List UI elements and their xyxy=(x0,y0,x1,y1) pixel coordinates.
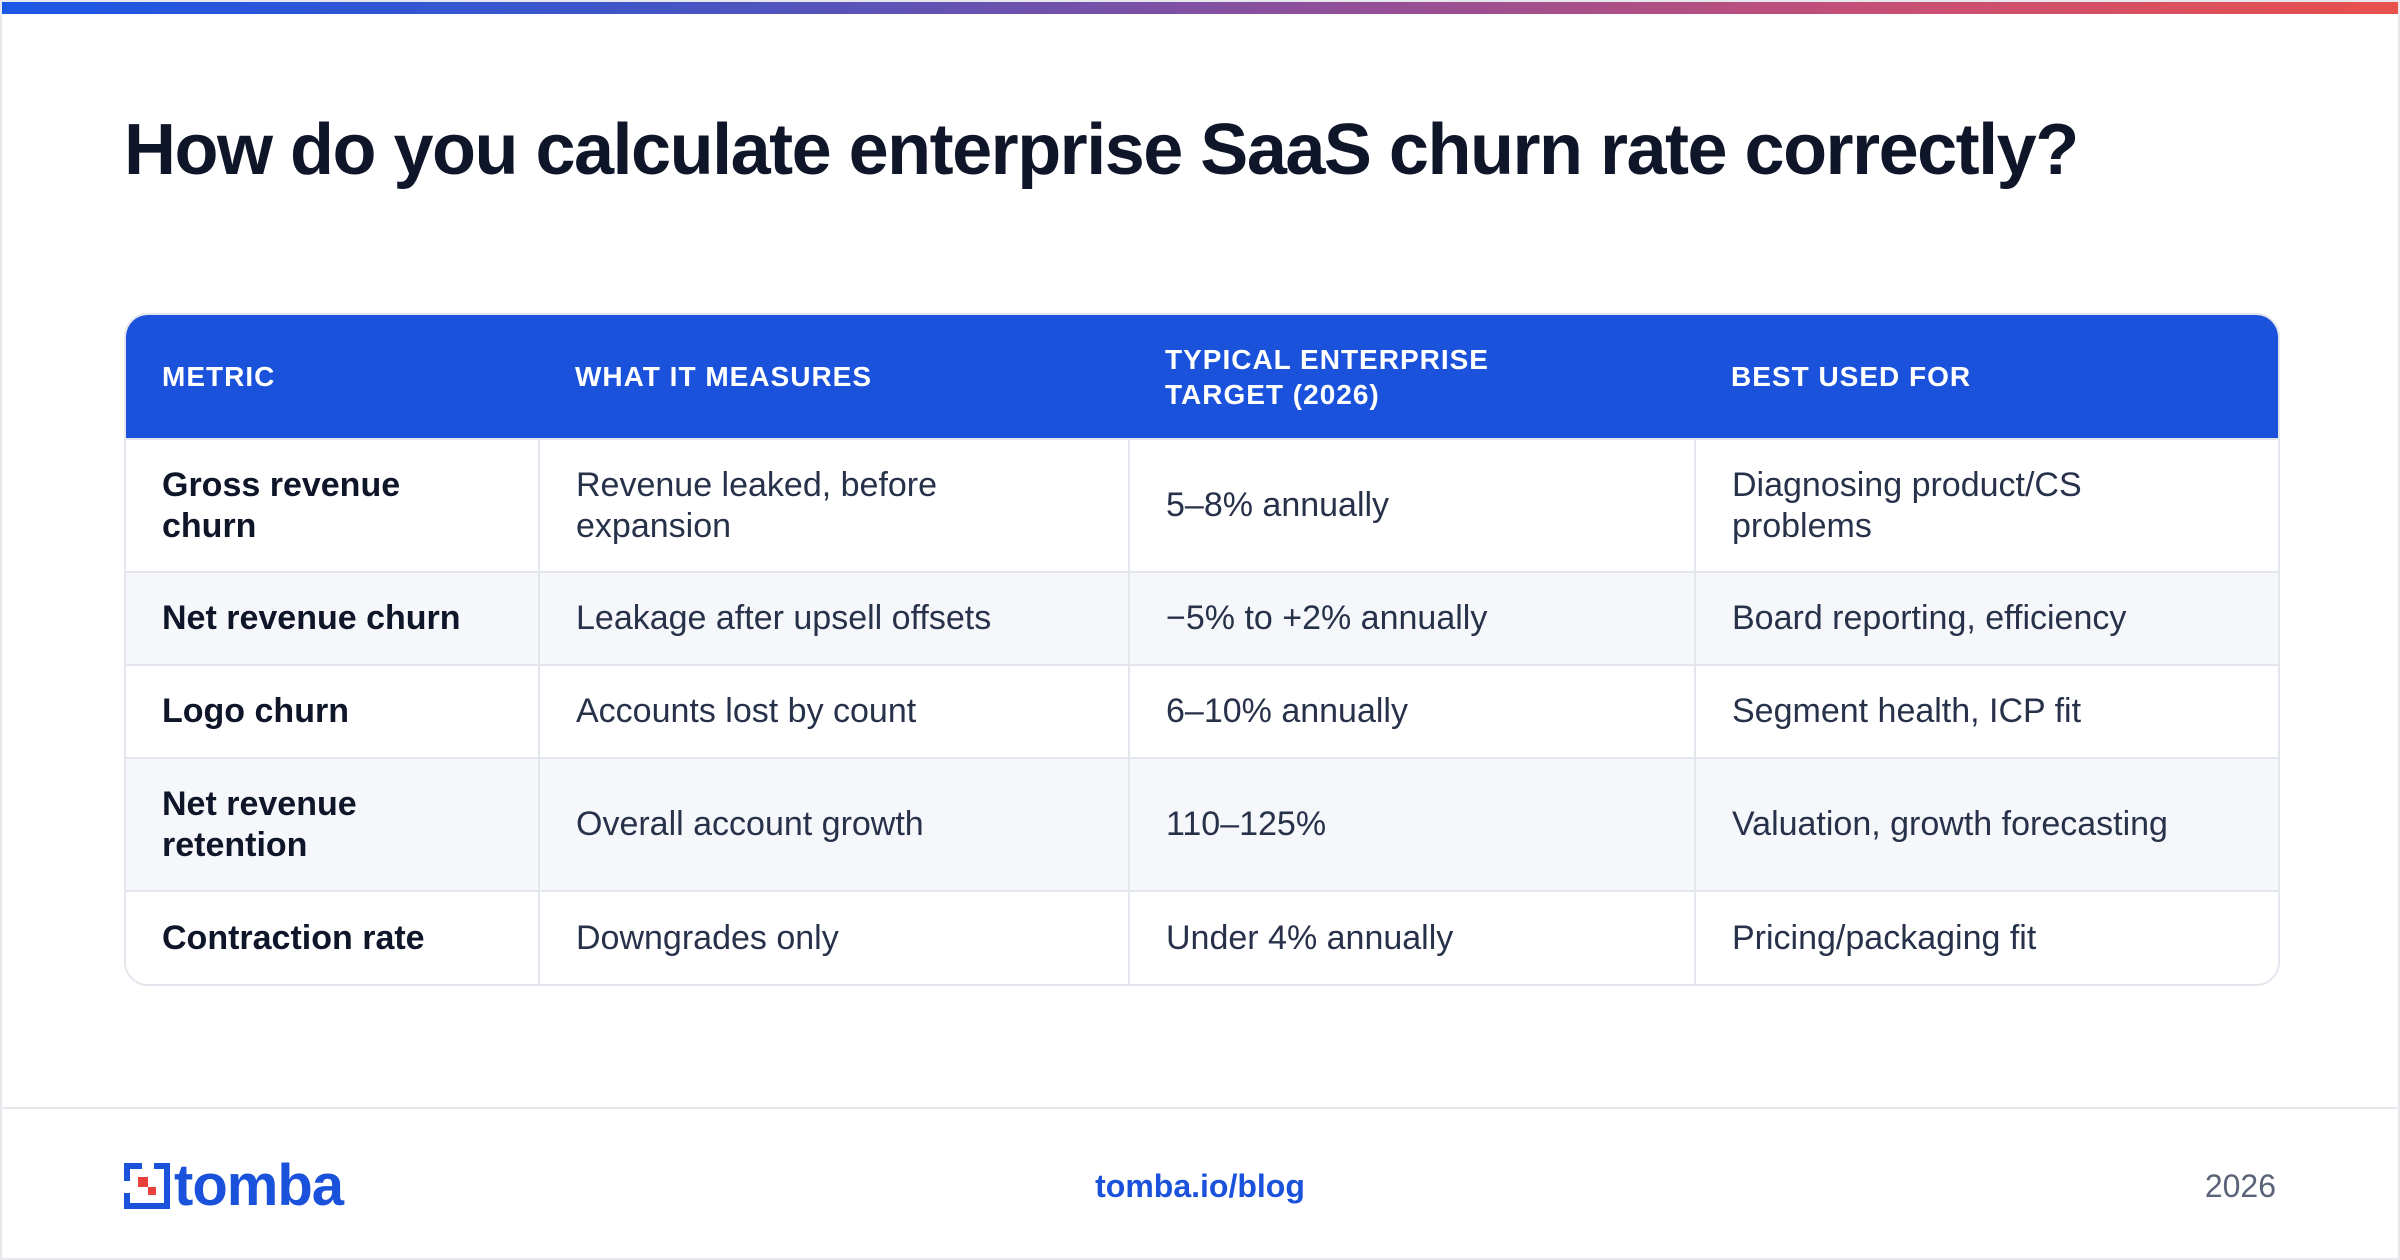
cell-best-used-for: Valuation, growth forecasting xyxy=(1694,757,2278,891)
table-row: Logo churn Accounts lost by count 6–10% … xyxy=(126,664,2278,758)
cell-target: 5–8% annually xyxy=(1128,438,1695,572)
header-what-it-measures: WHAT IT MEASURES xyxy=(575,361,873,392)
cell-target: Under 4% annually xyxy=(1128,890,1695,984)
cell-metric: Logo churn xyxy=(126,664,539,758)
header-typical-target: TYPICAL ENTERPRISE TARGET (2026) xyxy=(1165,343,1489,410)
footer-year: 2026 xyxy=(2204,1168,2276,1204)
table-row: Gross revenue churn Revenue leaked, befo… xyxy=(126,438,2278,572)
cell-measures: Accounts lost by count xyxy=(538,664,1129,758)
tomba-logo: tomba xyxy=(124,1153,344,1218)
cell-best-used-for: Diagnosing product/CS problems xyxy=(1694,438,2278,572)
churn-metrics-table: METRIC WHAT IT MEASURES TYPICAL ENTERPRI… xyxy=(124,313,2280,986)
cell-measures: Leakage after upsell offsets xyxy=(538,571,1129,665)
cell-metric: Gross revenue churn xyxy=(126,438,539,572)
cell-best-used-for: Segment health, ICP fit xyxy=(1694,664,2278,758)
cell-best-used-for: Pricing/packaging fit xyxy=(1694,890,2278,984)
footer-divider xyxy=(2,1107,2398,1109)
top-gradient-bar xyxy=(2,2,2398,14)
table-row: Net revenue retention Overall account gr… xyxy=(126,757,2278,891)
cell-best-used-for: Board reporting, efficiency xyxy=(1694,571,2278,665)
header-best-used-for: BEST USED FOR xyxy=(1731,361,1972,392)
header-metric: METRIC xyxy=(162,361,276,392)
cell-measures: Revenue leaked, before expansion xyxy=(538,438,1129,572)
cell-metric: Net revenue retention xyxy=(126,757,539,891)
cell-measures: Downgrades only xyxy=(538,890,1129,984)
cell-metric: Net revenue churn xyxy=(126,571,539,665)
cell-metric: Contraction rate xyxy=(126,890,539,984)
cell-target: 6–10% annually xyxy=(1128,664,1695,758)
page-title: How do you calculate enterprise SaaS chu… xyxy=(124,110,2079,190)
cell-target: 110–125% xyxy=(1128,757,1695,891)
cell-target: −5% to +2% annually xyxy=(1128,571,1695,665)
tomba-logo-text: tomba xyxy=(174,1153,344,1218)
cell-measures: Overall account growth xyxy=(538,757,1129,891)
table-row: Net revenue churn Leakage after upsell o… xyxy=(126,571,2278,665)
tomba-logo-mark-icon xyxy=(124,1163,170,1209)
blog-link[interactable]: tomba.io/blog xyxy=(1095,1168,1305,1204)
table-row: Contraction rate Downgrades only Under 4… xyxy=(126,890,2278,984)
table-header-row: METRIC WHAT IT MEASURES TYPICAL ENTERPRI… xyxy=(126,315,2278,439)
